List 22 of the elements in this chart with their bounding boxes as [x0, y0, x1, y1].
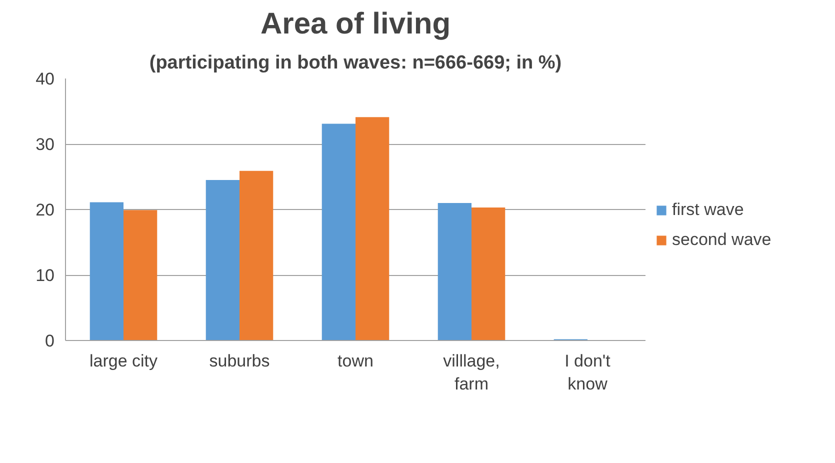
y-tick-label: 40: [36, 70, 55, 88]
x-tick-label: suburbs: [209, 352, 270, 370]
legend-label: second wave: [672, 230, 772, 250]
bar: [356, 117, 390, 340]
chart-subtitle: (participating in both waves: n=666-669; in %): [149, 52, 562, 74]
bar: [206, 180, 240, 340]
chart-title: Area of living: [260, 8, 451, 40]
x-tick-label: I don't know: [564, 352, 611, 394]
y-tick-label: 30: [36, 135, 55, 154]
bar: [472, 208, 506, 340]
y-tick-label: 0: [45, 332, 55, 350]
bar: [240, 170, 274, 340]
y-tick-label: 20: [36, 200, 55, 220]
x-tick-label: large city: [89, 352, 158, 370]
legend-label: first wave: [672, 200, 744, 220]
y-tick-label: 10: [36, 266, 55, 285]
bar: [438, 202, 472, 340]
bar: [124, 210, 158, 340]
bar: [90, 202, 124, 340]
x-tick-label: town: [338, 352, 374, 370]
bar: [322, 124, 356, 340]
x-tick-label: villlage, farm: [443, 352, 500, 394]
